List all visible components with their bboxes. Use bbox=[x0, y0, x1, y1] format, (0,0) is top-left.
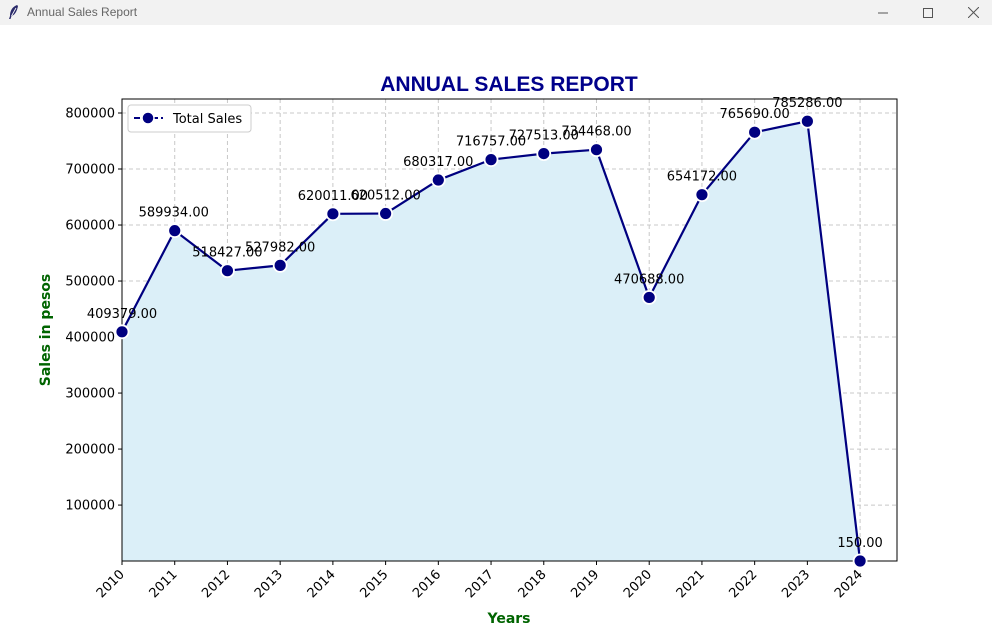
data-point-marker bbox=[483, 152, 499, 168]
data-point-marker bbox=[378, 206, 394, 221]
data-point-label: 734468.00 bbox=[561, 125, 631, 140]
legend-marker-sample bbox=[141, 111, 155, 125]
marker-layer bbox=[114, 113, 868, 569]
data-point-marker bbox=[220, 263, 235, 279]
data-point-marker bbox=[430, 172, 446, 188]
data-point-marker bbox=[799, 113, 815, 129]
data-point-marker bbox=[641, 290, 657, 305]
y-tick-label: 500000 bbox=[65, 275, 115, 290]
y-tick-label: 100000 bbox=[65, 499, 115, 514]
close-icon bbox=[967, 7, 979, 18]
data-point-marker bbox=[694, 187, 710, 203]
data-point-label: 589934.00 bbox=[139, 206, 209, 221]
sales-line-chart: 2010 2011 2012 2013 2014 2015 2016 2017 2018 2019… bbox=[0, 25, 992, 623]
minimize-button[interactable] bbox=[860, 0, 906, 25]
data-point-label: 680317.00 bbox=[403, 155, 473, 170]
title-bar: Annual Sales Report bbox=[0, 0, 992, 25]
x-axis-label: Years bbox=[486, 611, 530, 623]
data-point-label: 620011.00 bbox=[298, 189, 368, 204]
data-point-marker bbox=[167, 223, 183, 239]
data-point-marker bbox=[536, 146, 552, 162]
y-tick-label: 400000 bbox=[65, 331, 115, 346]
y-tick-label: 200000 bbox=[65, 443, 115, 458]
legend: Total Sales bbox=[127, 104, 252, 133]
minimize-icon bbox=[878, 12, 888, 13]
close-button[interactable] bbox=[950, 0, 992, 25]
data-point-label: 527982.00 bbox=[245, 240, 315, 255]
y-tick-label: 700000 bbox=[65, 163, 115, 178]
y-axis-label: Sales in pesos bbox=[38, 274, 54, 386]
y-tick-label: 300000 bbox=[65, 387, 115, 402]
data-point-marker bbox=[852, 553, 868, 569]
data-point-label: 785286.00 bbox=[772, 96, 842, 111]
y-tick-label: 800000 bbox=[65, 107, 115, 122]
data-point-label: 654172.00 bbox=[667, 170, 737, 185]
feather-icon bbox=[9, 5, 18, 19]
data-point-marker bbox=[589, 142, 604, 158]
data-point-label: 409379.00 bbox=[87, 307, 157, 322]
y-tick-label: 600000 bbox=[65, 219, 115, 234]
maximize-button[interactable] bbox=[905, 0, 951, 25]
data-point-marker bbox=[272, 257, 288, 273]
data-point-label: 620512.00 bbox=[350, 189, 420, 204]
data-point-label: 150.00 bbox=[837, 536, 883, 551]
legend-box bbox=[127, 104, 252, 133]
data-point-marker bbox=[114, 324, 130, 340]
data-point-marker bbox=[747, 124, 763, 140]
legend-label: Total Sales bbox=[172, 112, 242, 127]
data-point-label: 518427.00 bbox=[192, 246, 262, 261]
data-point-label: 765690.00 bbox=[719, 107, 789, 122]
data-point-label: 716757.00 bbox=[456, 135, 526, 150]
data-point-label: 470688.00 bbox=[614, 272, 684, 287]
area-fill-layer bbox=[122, 121, 861, 561]
data-point-label: 727513.00 bbox=[509, 129, 579, 144]
area-fill bbox=[122, 121, 861, 561]
maximize-icon bbox=[923, 7, 933, 18]
data-point-marker bbox=[325, 206, 341, 222]
window-title: Annual Sales Report bbox=[27, 5, 138, 19]
chart-title: ANNUAL SALES REPORT bbox=[380, 73, 638, 96]
